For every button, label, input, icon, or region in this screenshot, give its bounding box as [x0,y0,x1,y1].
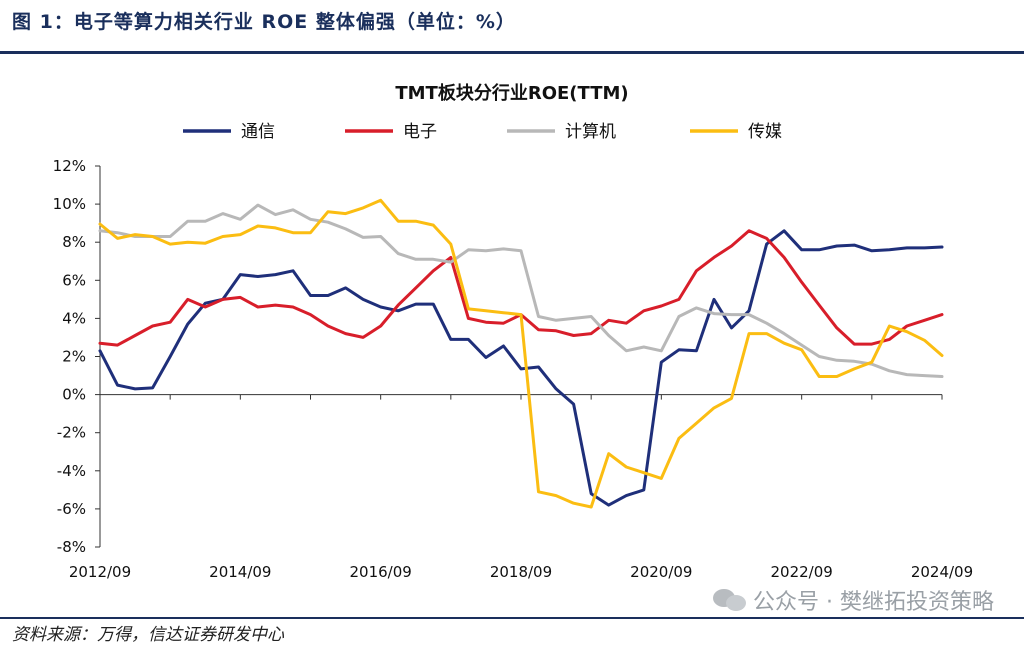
y-tick-label: 8% [62,233,86,251]
legend-label: 通信 [241,122,275,142]
y-tick-label: -8% [57,538,86,556]
source-divider [0,617,1024,619]
y-tick-label: 6% [62,271,86,289]
x-tick-label: 2012/09 [69,563,131,581]
y-tick-label: -6% [57,500,86,518]
legend-label: 电子 [403,122,437,142]
legend-label: 计算机 [565,122,616,142]
x-tick-label: 2018/09 [490,563,552,581]
y-axis: -8% -6% -4% -2% 0% 2% 4% 6% 8% 10% 12% [53,157,101,556]
x-tick-label: 2016/09 [350,563,412,581]
x-tick-label: 2014/09 [209,563,271,581]
series-layer [98,198,944,509]
x-tick-label: 2022/09 [771,563,833,581]
y-tick-label: -2% [57,424,86,442]
y-tick-label: 4% [62,309,86,327]
y-tick-label: 2% [62,348,86,366]
series-line [98,229,944,507]
figure-title: 图 1：电子等算力相关行业 ROE 整体偏强（单位：%） [12,11,516,33]
y-tick-label: -4% [57,462,86,480]
legend-label: 传媒 [748,122,782,142]
y-tick-label: 10% [53,195,86,213]
y-tick-label: 0% [62,386,86,404]
chart-title: TMT板块分行业ROE(TTM) [395,82,628,104]
y-tick-label: 12% [53,157,86,175]
watermark-text: 公众号 · 樊继拓投资策略 [753,590,994,615]
x-tick-label: 2024/09 [911,563,973,581]
watermark: 公众号 · 樊继拓投资策略 [713,584,994,616]
title-divider [0,51,1024,54]
chart-legend: 通信 电子 计算机 传媒 [183,122,782,142]
wechat-icon [713,587,747,613]
x-axis: 2012/09 2014/09 2016/09 2018/09 2020/09 2022/… [69,394,973,581]
source-note: 资料来源：万得，信达证券研发中心 [12,625,284,645]
x-tick-label: 2020/09 [630,563,692,581]
series-line [98,203,944,378]
series-line [98,198,944,509]
